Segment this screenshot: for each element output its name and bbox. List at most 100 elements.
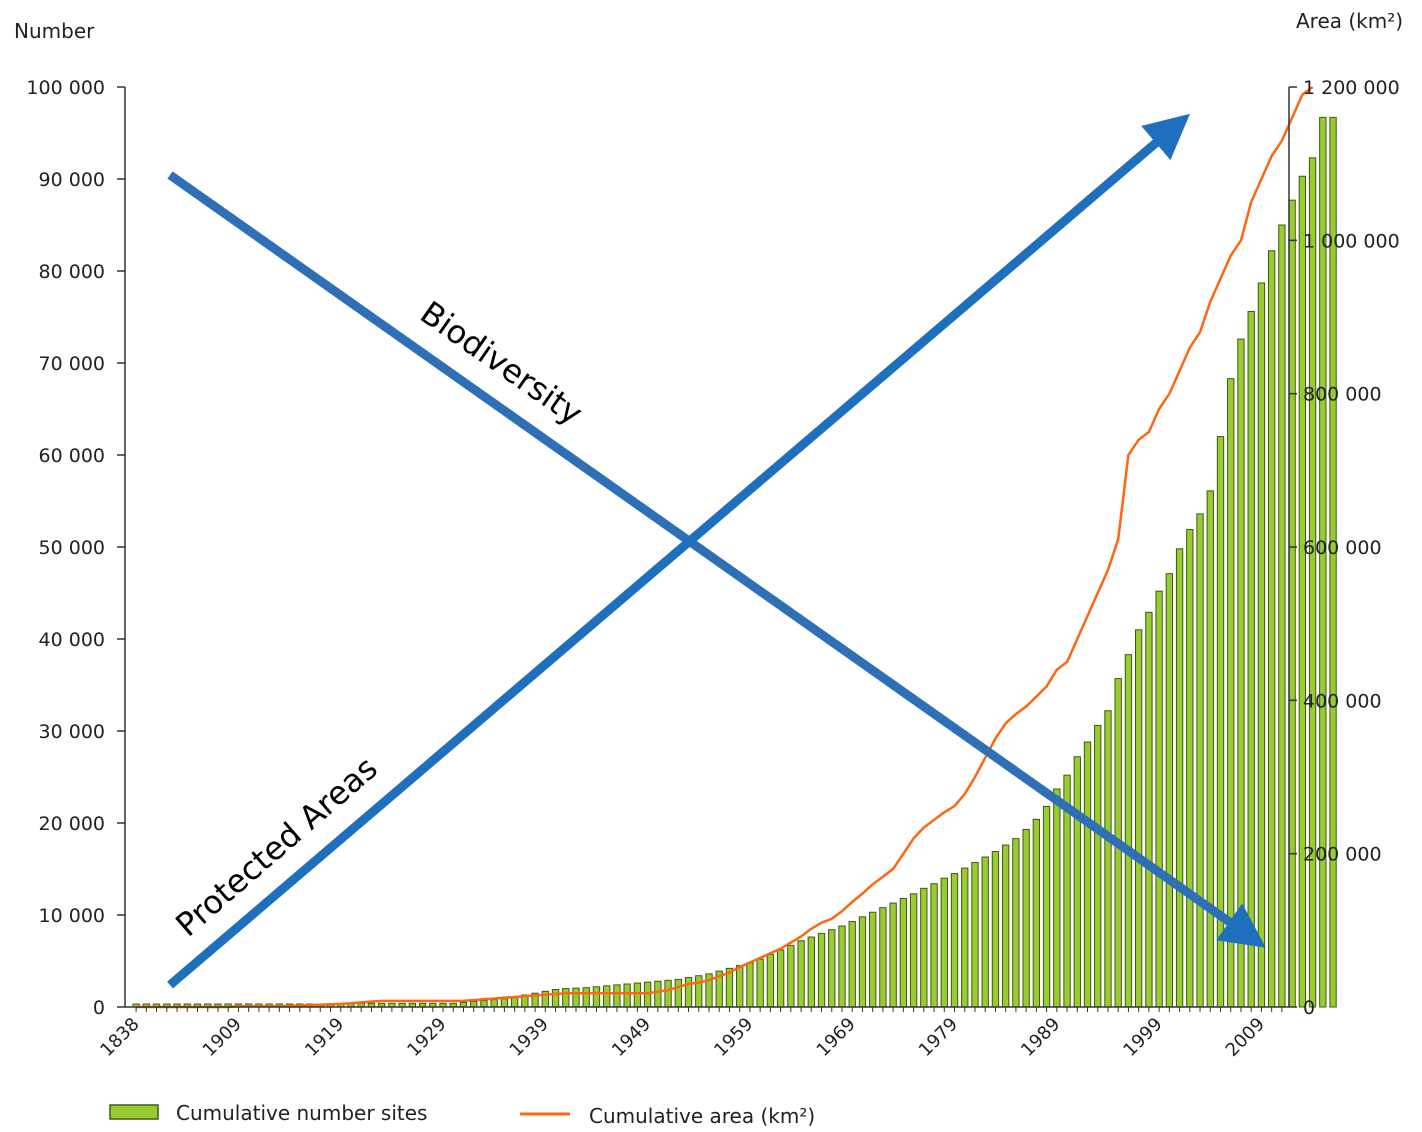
bar (664, 979, 672, 1008)
y-right-tick-label: 0 (1303, 997, 1315, 1019)
bar (1308, 157, 1317, 1008)
bar (869, 911, 877, 1008)
y-left-tick-label: 0 (93, 997, 105, 1019)
y-axis-right-title: Area (km²) (1296, 9, 1403, 33)
bar (562, 988, 570, 1008)
area-line (136, 85, 1314, 1009)
line-layer (136, 85, 1314, 1009)
legend-label-bars: Cumulative number sites (176, 1101, 427, 1125)
bar (1002, 844, 1010, 1008)
x-ticks: 1838 1909 1919 1929 1939 1949 1959 1969 1979 1989… (96, 1007, 1283, 1061)
bar (787, 944, 795, 1008)
bar (848, 920, 856, 1008)
bar (1094, 724, 1102, 1008)
bar (899, 897, 908, 1008)
x-tick-label: 1949 (608, 1014, 655, 1061)
bar (930, 883, 938, 1008)
y-left-tick-label: 70 000 (39, 353, 105, 375)
bar (1022, 828, 1030, 1008)
y-right-tick-label: 1 000 000 (1303, 230, 1400, 252)
bar (674, 978, 682, 1008)
bar (1237, 338, 1245, 1008)
bar (1267, 250, 1276, 1008)
bar (623, 983, 631, 1008)
bar (1155, 590, 1163, 1008)
legend-label-line: Cumulative area (km²) (589, 1104, 815, 1128)
x-tick-label: 1939 (506, 1014, 553, 1061)
annotation-protected-areas: Protected Areas (168, 749, 384, 944)
bar (592, 986, 601, 1008)
bar (1134, 629, 1143, 1008)
bar (889, 902, 897, 1008)
bar (1196, 513, 1204, 1008)
x-tick-label: 1979 (915, 1014, 962, 1061)
x-tick-label: 1909 (199, 1014, 246, 1061)
bar (1206, 490, 1214, 1008)
bar (838, 925, 846, 1008)
bar (1257, 282, 1266, 1008)
bar (582, 987, 590, 1008)
bar (756, 958, 764, 1008)
bar (510, 997, 519, 1008)
y-right-tick-label: 800 000 (1303, 384, 1382, 406)
bar (991, 851, 1000, 1008)
bar (1083, 741, 1092, 1008)
bar (1227, 378, 1235, 1008)
bar (1247, 310, 1255, 1008)
bar (736, 965, 744, 1008)
bar (1104, 710, 1112, 1008)
bar (654, 980, 662, 1008)
y-right-tick-label: 200 000 (1303, 844, 1382, 866)
legend: Cumulative number sites Cumulative area … (109, 1101, 815, 1128)
bar (920, 887, 928, 1008)
x-tick-label: 1838 (96, 1014, 143, 1061)
bar (613, 984, 621, 1008)
bar (1124, 654, 1133, 1008)
bar (1145, 611, 1153, 1008)
bar (1032, 818, 1041, 1008)
bar (776, 949, 785, 1008)
bar (817, 932, 826, 1008)
bar (1288, 199, 1296, 1008)
y-left-tick-label: 30 000 (39, 721, 105, 743)
x-tick-label: 1959 (710, 1014, 757, 1061)
y-left-tick-label: 90 000 (39, 169, 105, 191)
x-tick-label: 2009 (1222, 1014, 1269, 1061)
bar (1319, 116, 1327, 1008)
bar (940, 877, 948, 1008)
x-tick-label: 1999 (1119, 1014, 1166, 1061)
legend-swatch-bars (109, 1104, 159, 1120)
x-tick-label: 1919 (301, 1014, 348, 1061)
bar (766, 954, 775, 1008)
bar (470, 1000, 478, 1008)
y-left-tick-label: 10 000 (39, 905, 105, 927)
y-right-tick-label: 400 000 (1303, 690, 1382, 712)
y-left-tick-label: 60 000 (39, 445, 105, 467)
y-left-tick-label: 50 000 (39, 537, 105, 559)
bar (1012, 838, 1020, 1008)
bar (828, 929, 836, 1008)
bar (480, 1000, 488, 1008)
x-tick-label: 1989 (1017, 1014, 1064, 1061)
bar (981, 856, 989, 1008)
y-left-tick-label: 100 000 (26, 77, 105, 99)
biodiversity-arrow (167, 171, 1266, 948)
bar (797, 940, 805, 1008)
bar (1165, 573, 1174, 1008)
y-left-ticks: 0 10 000 20 000 30 000 40 000 50 000 60 000 70 … (26, 77, 125, 1019)
bar (971, 862, 979, 1008)
y-left-tick-label: 20 000 (39, 813, 105, 835)
y-left-tick-label: 40 000 (39, 629, 105, 651)
y-right-tick-label: 600 000 (1303, 537, 1382, 559)
bar (500, 998, 509, 1008)
protected-areas-arrow (167, 113, 1191, 989)
bar (572, 987, 580, 1008)
y-left-tick-label: 80 000 (39, 261, 105, 283)
x-tick-label: 1929 (403, 1014, 450, 1061)
bar (643, 981, 652, 1008)
bar (961, 867, 969, 1008)
x-tick-label: 1969 (813, 1014, 860, 1061)
bar (950, 873, 959, 1008)
bar (551, 989, 560, 1008)
